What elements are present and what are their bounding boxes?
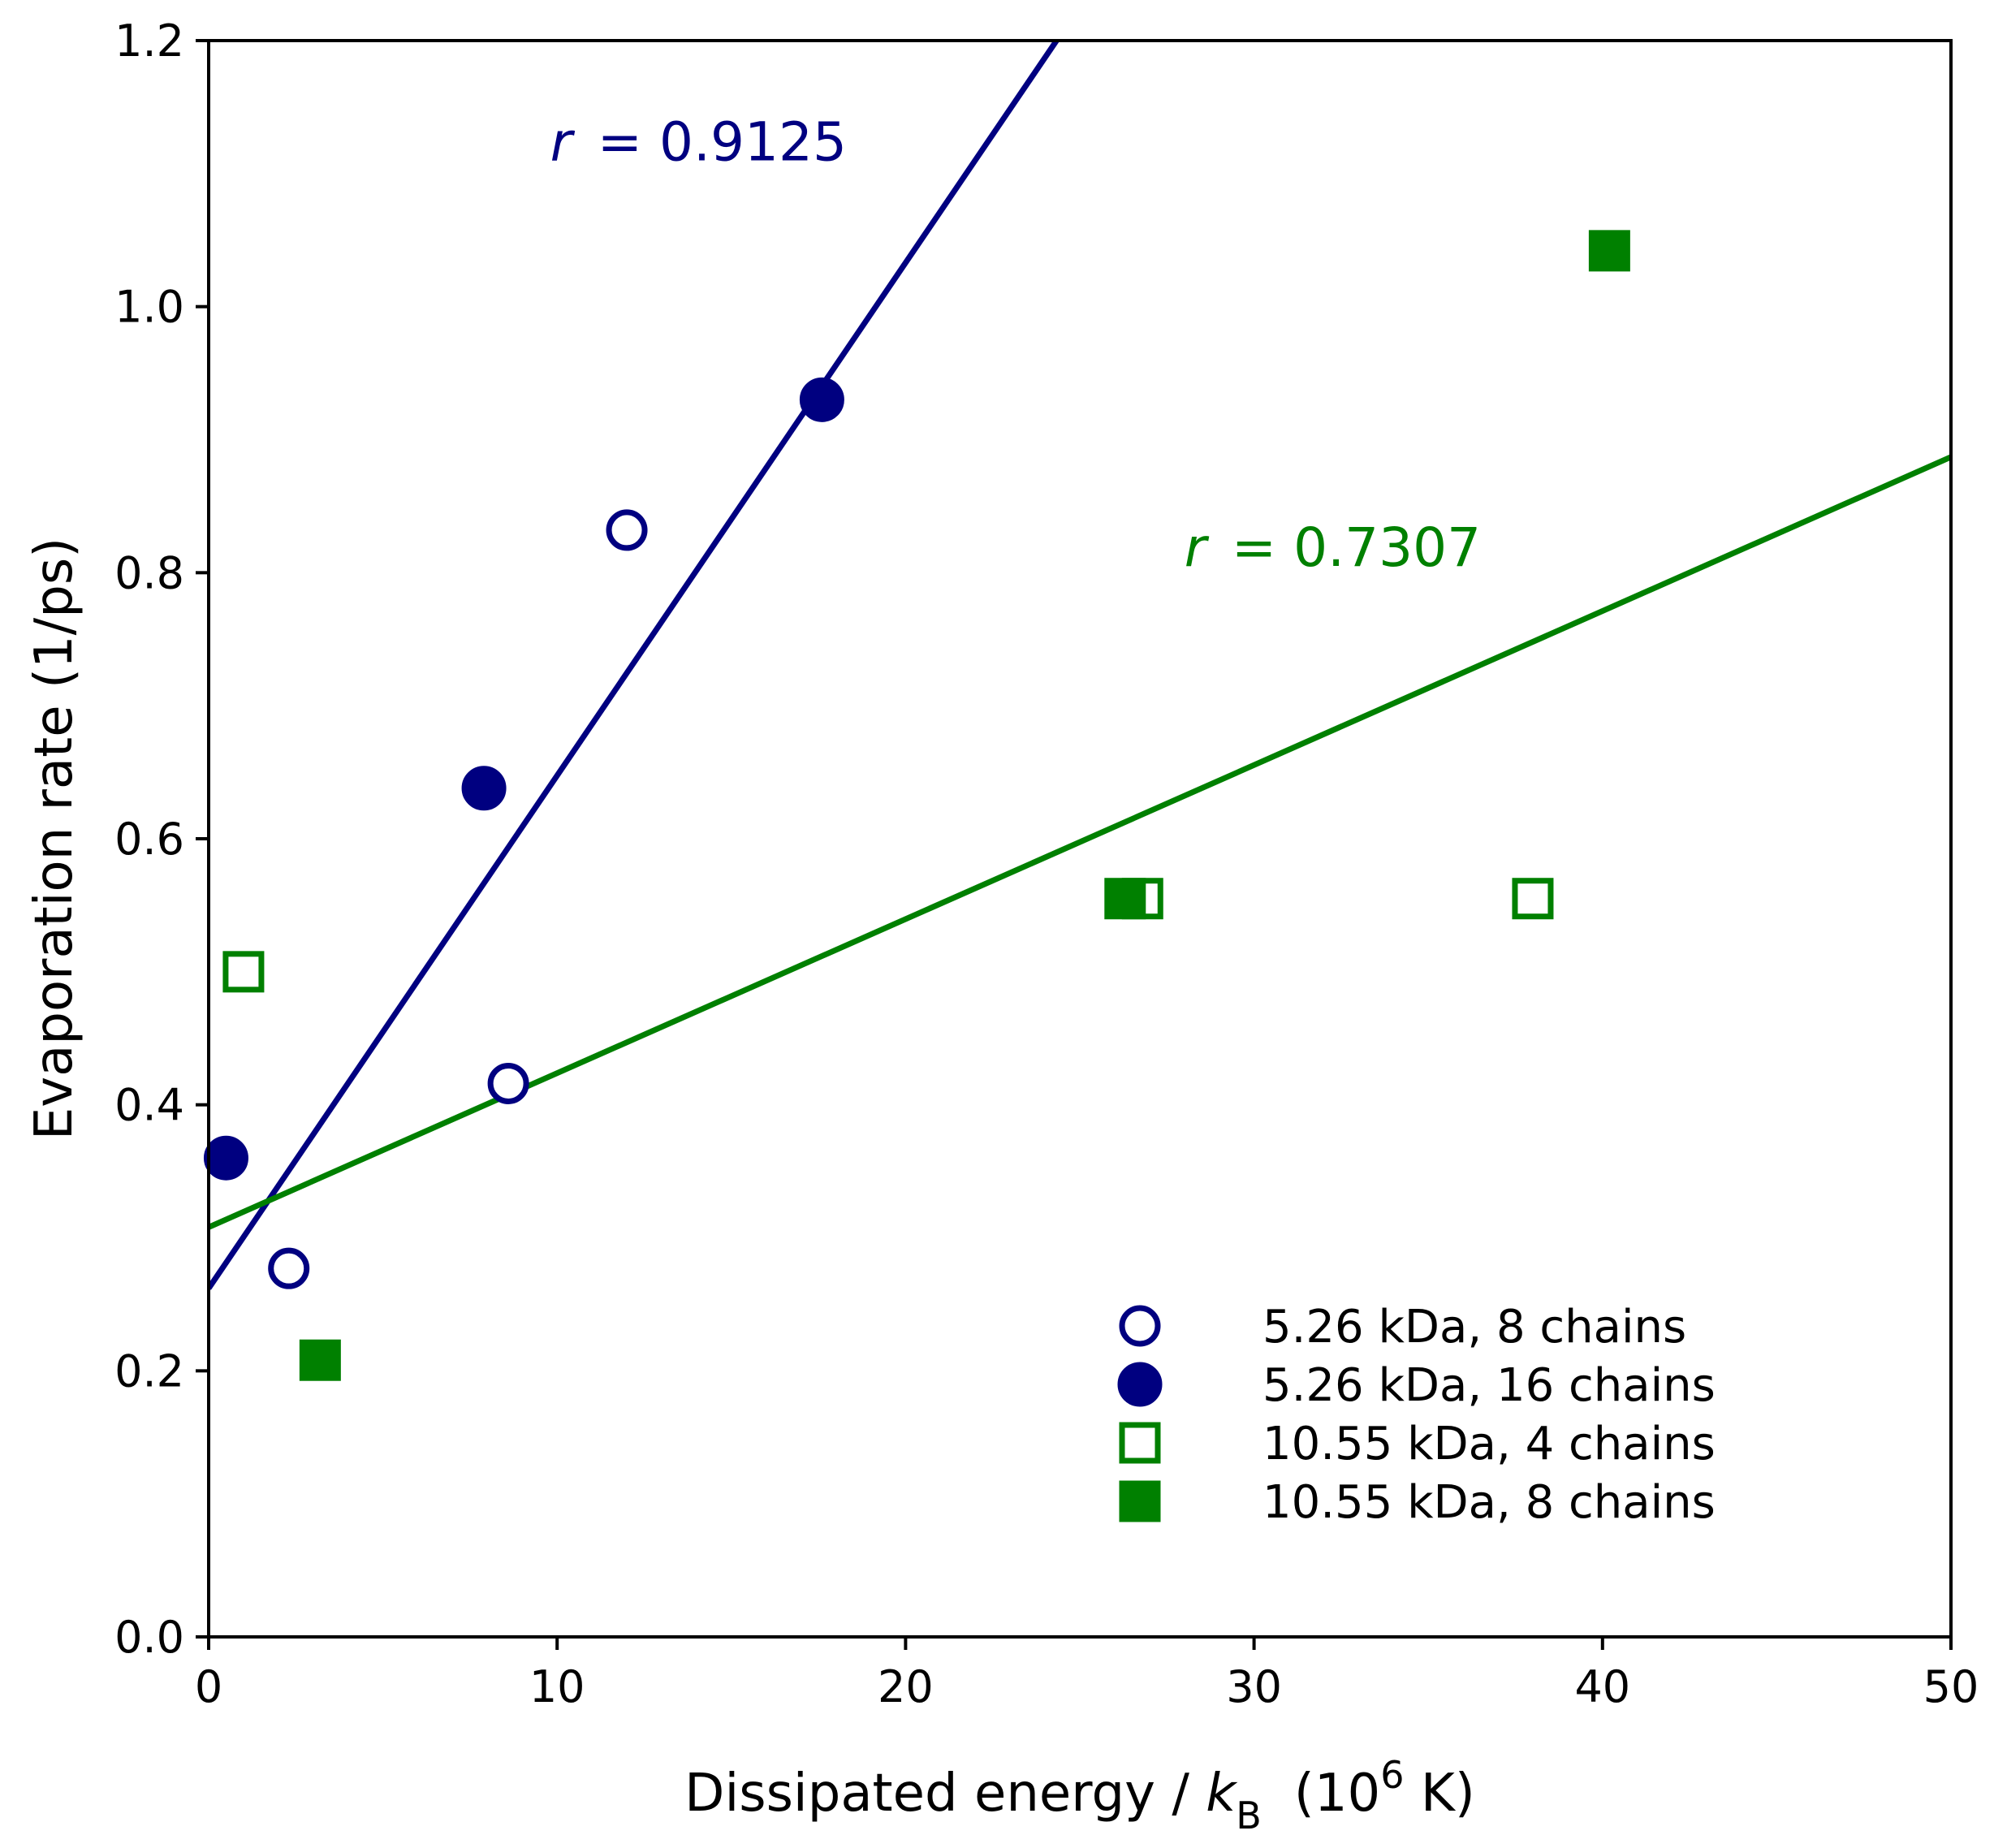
data-point: [1512, 878, 1554, 920]
y-tick-label: 1.2: [114, 15, 184, 67]
legend-marker: [1119, 1480, 1161, 1522]
data-point: [799, 377, 844, 422]
y-tick-label: 0.6: [114, 814, 184, 865]
x-tick-label: 40: [1574, 1661, 1630, 1712]
fit-line: [209, 454, 1951, 1230]
data-point: [1104, 878, 1146, 920]
data-point: [203, 1135, 248, 1181]
legend-marker: [1119, 1305, 1161, 1347]
data-point: [299, 1339, 341, 1381]
legend-marker: [1117, 1362, 1163, 1407]
x-axis-ticks: 0 10 20 30 40 50: [195, 1637, 1979, 1712]
data-markers: [203, 230, 1630, 1381]
legend-label: 5.26 kDa, 8 chains: [1262, 1301, 1686, 1354]
legend-marker: [1119, 1422, 1161, 1464]
fit-labels: r = 0.9125 r = 0.7307: [550, 110, 1481, 579]
x-tick-label: 0: [195, 1661, 222, 1712]
fit-label: r = 0.7307: [1185, 516, 1481, 579]
legend-label: 10.55 kDa, 4 chains: [1262, 1418, 1716, 1470]
y-tick-label: 0.2: [114, 1345, 184, 1397]
fit-line: [209, 41, 1060, 1290]
data-point: [268, 1247, 310, 1289]
x-tick-label: 20: [878, 1661, 934, 1712]
x-tick-label: 10: [529, 1661, 585, 1712]
y-axis-ticks: 0.0 0.2 0.4 0.6 0.8 1.0 1.2: [114, 15, 209, 1663]
data-point: [461, 766, 507, 811]
y-tick-label: 1.0: [114, 282, 184, 333]
y-tick-label: 0.0: [114, 1612, 184, 1663]
legend-label: 10.55 kDa, 8 chains: [1262, 1476, 1716, 1529]
fit-label: r = 0.9125: [550, 110, 847, 173]
y-tick-label: 0.8: [114, 547, 184, 598]
x-axis-label: Dissipated energy / kB (106 K): [684, 1753, 1475, 1837]
data-point: [1588, 230, 1630, 272]
y-axis-label: Evaporation rate (1/ps): [24, 538, 84, 1140]
legend-label: 5.26 kDa, 16 chains: [1262, 1359, 1716, 1412]
data-point: [222, 951, 265, 993]
data-point: [487, 1062, 529, 1104]
data-point: [606, 509, 648, 551]
x-tick-label: 50: [1923, 1661, 1979, 1712]
x-tick-label: 30: [1226, 1661, 1282, 1712]
fit-lines: [209, 41, 1951, 1290]
y-tick-label: 0.4: [114, 1080, 184, 1131]
